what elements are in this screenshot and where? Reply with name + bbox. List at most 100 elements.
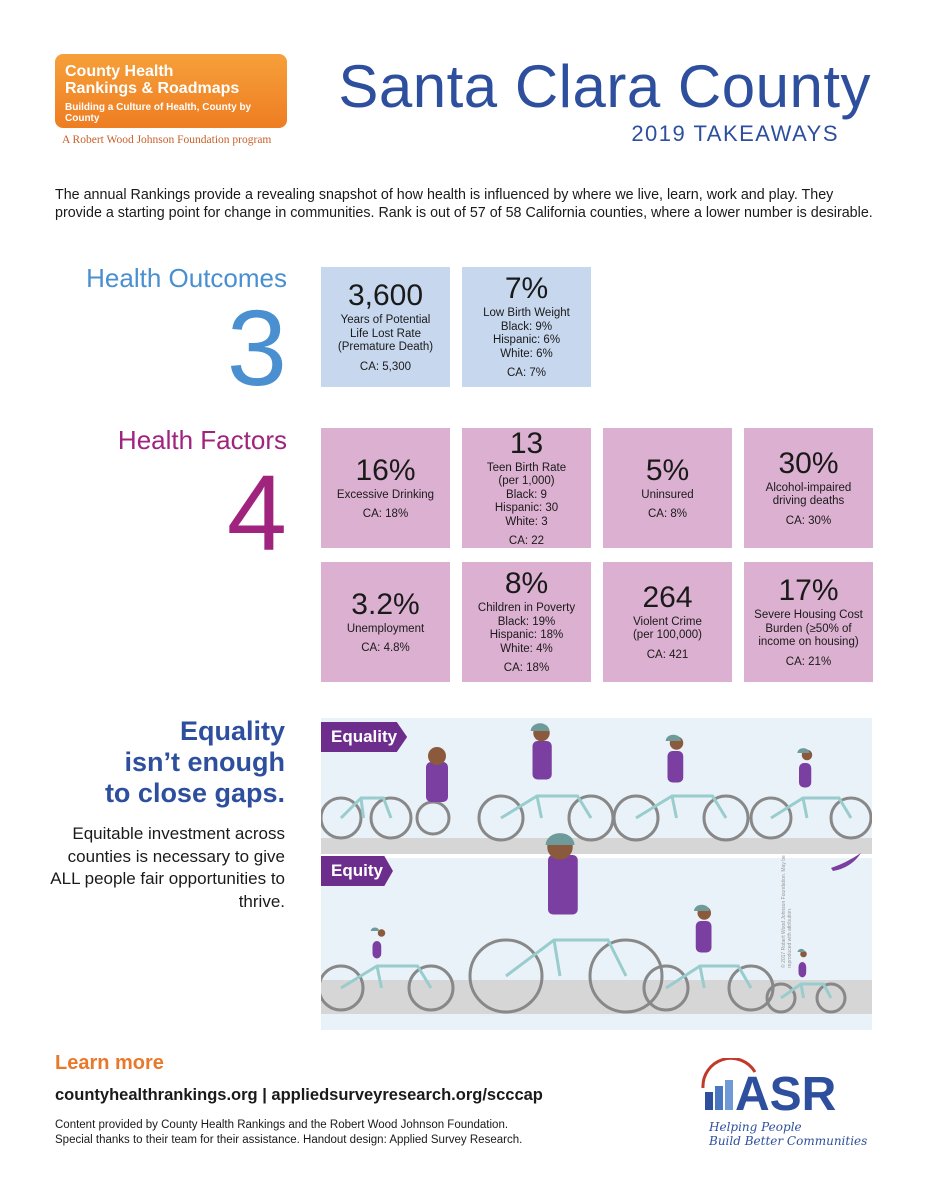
logo-line2: Rankings & Roadmaps bbox=[65, 80, 240, 97]
health-factors-rank: 4 bbox=[226, 452, 287, 573]
logo-tagline: Building a Culture of Health, County by … bbox=[65, 102, 252, 124]
metric-label: Life Lost Rate bbox=[350, 327, 421, 340]
bird-icon bbox=[831, 853, 861, 871]
state-comparison: CA: 30% bbox=[785, 514, 832, 527]
metric-tile: 8% Children in Poverty Black: 19% Hispanic:… bbox=[462, 562, 591, 682]
bicycle bbox=[765, 982, 847, 1014]
metric-label: Unemployment bbox=[346, 622, 425, 635]
state-comparison: CA: 421 bbox=[646, 648, 689, 661]
heading-line: Equality bbox=[179, 716, 285, 746]
metric-label: Hispanic: 30 bbox=[494, 502, 559, 514]
metric-value: 264 bbox=[642, 580, 693, 614]
learn-more-heading: Learn more bbox=[55, 1052, 164, 1074]
metric-value: 16% bbox=[355, 453, 416, 487]
state-comparison: CA: 5,300 bbox=[359, 360, 412, 373]
metric-label: Black: 9 bbox=[506, 488, 547, 501]
rider bbox=[545, 833, 578, 915]
metric-label: White: 6% bbox=[500, 347, 553, 360]
metric-label: Low Birth Weight bbox=[483, 307, 570, 320]
copyright-note: © 2017 Robert Wood Johnson Foundation. M… bbox=[781, 855, 793, 968]
metric-value: 17% bbox=[778, 574, 839, 607]
rider bbox=[665, 734, 684, 783]
bicycles-illustration bbox=[317, 723, 873, 1014]
asr-name: ASR bbox=[735, 1068, 836, 1118]
metric-label: Violent Crime bbox=[633, 615, 702, 628]
credits: Content provided by County Health Rankin… bbox=[55, 1118, 522, 1148]
metric-label: Uninsured bbox=[641, 488, 694, 501]
metric-label: Hispanic: 6% bbox=[492, 334, 561, 347]
bicycle bbox=[749, 796, 873, 840]
metric-value: 13 bbox=[509, 426, 544, 460]
rider bbox=[694, 904, 712, 953]
metric-label: Hispanic: 18% bbox=[489, 629, 564, 642]
asr-logo-mark: ASR bbox=[701, 1056, 836, 1121]
resource-links[interactable]: countyhealthrankings.org | appliedsurvey… bbox=[55, 1086, 543, 1104]
metric-label: income on housing) bbox=[758, 636, 859, 648]
state-comparison: CA: 8% bbox=[648, 508, 687, 520]
page-subtitle: 2019 TAKEAWAYS bbox=[631, 121, 839, 146]
state-comparison: CA: 7% bbox=[507, 367, 546, 380]
bicycle bbox=[477, 794, 615, 842]
rider bbox=[797, 748, 813, 788]
credits-line: Special thanks to their team for their a… bbox=[55, 1134, 523, 1146]
heading-line: to close gaps. bbox=[104, 778, 285, 808]
metric-tile: 16% Excessive Drinking CA: 18% bbox=[321, 428, 450, 548]
wheelchair-user bbox=[415, 747, 451, 836]
metric-tile: 3.2% Unemployment CA: 4.8% bbox=[321, 562, 450, 682]
metric-label: Children in Poverty bbox=[477, 602, 576, 615]
metric-label: Severe Housing Cost bbox=[754, 609, 863, 621]
equity-tag: Equity bbox=[321, 856, 393, 886]
rider bbox=[370, 927, 386, 959]
metric-label: driving deaths bbox=[772, 495, 845, 508]
metric-label: White: 3 bbox=[505, 515, 548, 528]
bicycle bbox=[642, 964, 775, 1012]
metric-label: Years of Potential bbox=[340, 314, 431, 326]
equality-body: Equitable investment across counties is … bbox=[50, 824, 285, 911]
health-outcomes-rank: 3 bbox=[226, 287, 287, 408]
intro-text: The annual Rankings provide a revealing … bbox=[55, 187, 873, 221]
metric-label: Black: 19% bbox=[497, 615, 556, 628]
metric-label: (per 1,000) bbox=[498, 475, 555, 487]
metric-label: Black: 9% bbox=[500, 320, 553, 333]
metric-label: Burden (≥50% of bbox=[765, 622, 852, 635]
metric-value: 8% bbox=[504, 567, 549, 601]
metric-tile: 13 Teen Birth Rate (per 1,000) Black: 9 Hisp… bbox=[462, 426, 591, 548]
metric-value: 7% bbox=[504, 272, 549, 306]
asr-tagline: Helping People bbox=[709, 1120, 802, 1134]
bicycle bbox=[612, 794, 750, 842]
rider bbox=[530, 723, 552, 780]
metric-label: Alcohol-impaired bbox=[765, 481, 852, 494]
logo-line1: County Health bbox=[65, 63, 174, 80]
metric-label: (per 100,000) bbox=[632, 629, 703, 642]
asr-logo: ASR Helping People Build Better Communiti… bbox=[695, 1056, 875, 1148]
asr-tagline: Build Better Communities bbox=[709, 1134, 868, 1148]
state-comparison: CA: 22 bbox=[508, 535, 545, 547]
metric-tile: 264 Violent Crime (per 100,000) CA: 421 bbox=[603, 562, 732, 682]
logo-subtitle: A Robert Wood Johnson Foundation program bbox=[62, 134, 272, 146]
state-comparison: CA: 4.8% bbox=[361, 642, 410, 654]
equality-equity-illustration: Equality Equity © 2017 Robert Wood Johns… bbox=[317, 718, 873, 1030]
metric-label: (Premature Death) bbox=[337, 341, 434, 353]
equality-tag: Equality bbox=[321, 722, 408, 752]
metric-label: White: 4% bbox=[500, 642, 553, 655]
page-title: Santa Clara County bbox=[338, 53, 871, 120]
metric-tile: 3,600 Years of Potential Life Lost Rate (Pr… bbox=[321, 267, 450, 387]
state-comparison: CA: 21% bbox=[785, 655, 832, 668]
metric-value: 3.2% bbox=[351, 587, 420, 621]
equality-heading: Equality isn’t enough to close gaps. bbox=[105, 716, 285, 809]
health-outcomes-label: Health Outcomes bbox=[86, 263, 287, 293]
metric-label: Teen Birth Rate bbox=[486, 461, 567, 474]
metric-label: Excessive Drinking bbox=[336, 488, 435, 501]
bicycle bbox=[468, 938, 664, 1014]
health-factors-label: Health Factors bbox=[117, 425, 287, 455]
heading-line: isn’t enough bbox=[124, 747, 285, 777]
rider bbox=[797, 948, 807, 978]
metric-value: 3,600 bbox=[347, 279, 424, 312]
metric-value: 5% bbox=[645, 453, 690, 487]
metric-tile: 17% Severe Housing Cost Burden (≥50% of inc… bbox=[744, 562, 873, 682]
metric-tile: 7% Low Birth Weight Black: 9% Hispanic: 6% W… bbox=[462, 267, 591, 387]
metric-value: 30% bbox=[778, 446, 839, 480]
credits-line: Content provided by County Health Rankin… bbox=[55, 1119, 509, 1131]
chrr-logo: County Health Rankings & Roadmaps Buildi… bbox=[55, 54, 287, 128]
metric-tile: 5% Uninsured CA: 8% bbox=[603, 428, 732, 548]
